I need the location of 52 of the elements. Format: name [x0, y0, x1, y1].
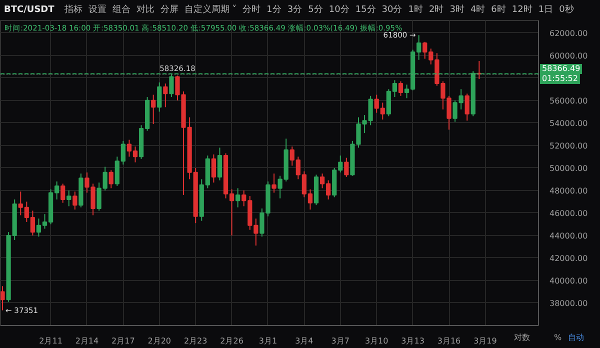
- y-tick-label: 60000.00: [550, 51, 588, 60]
- text: 1时: [408, 4, 423, 17]
- text: 设置: [88, 4, 106, 17]
- text: 2时: [428, 4, 444, 17]
- y-tick-label: 54000.00: [550, 118, 588, 128]
- text: 01:55:52: [540, 74, 580, 84]
- y-tick-label: 38000.00: [550, 298, 588, 308]
- y-tick-label: 50000.00: [550, 164, 588, 173]
- text: 4时: [470, 4, 486, 17]
- text: 自动: [567, 333, 585, 343]
- x-tick-label: 2月26: [220, 336, 244, 346]
- x-tick-label: 2月17: [112, 336, 135, 346]
- x-tick-label: 3月16: [437, 336, 461, 346]
- text: 15分: [355, 4, 376, 17]
- text: 分时: [242, 4, 261, 17]
- text: 30分: [382, 4, 402, 17]
- text: 6时: [491, 4, 506, 17]
- x-tick-label: 2月23: [184, 336, 208, 346]
- text: 1日: [538, 4, 554, 17]
- text: 对数: [513, 333, 531, 343]
- chart-title: BTC/USDT: [4, 4, 54, 17]
- x-tick-label: 3月19: [474, 336, 497, 346]
- text: 12时: [512, 4, 532, 17]
- text: 指标: [64, 4, 82, 17]
- x-tick-label: 3月10: [364, 336, 388, 346]
- x-tick-label: 2月20: [148, 336, 172, 346]
- x-tick-label: 2月11: [39, 336, 62, 346]
- y-tick-label: 56000.00: [550, 96, 588, 106]
- y-tick-label: 48000.00: [550, 186, 588, 196]
- text: %: [553, 333, 563, 343]
- x-tick-label: 3月4: [295, 336, 314, 346]
- y-tick-label: 44000.00: [550, 231, 588, 240]
- x-tick-label: 2月14: [75, 336, 99, 346]
- text: 分屏: [160, 4, 178, 17]
- text: 自定义周期 ˅: [184, 4, 237, 17]
- text: 10分: [328, 4, 350, 17]
- y-tick-label: 62000.00: [550, 28, 588, 38]
- y-tick-label: 42000.00: [550, 254, 588, 263]
- text: 3时: [450, 4, 464, 17]
- y-tick-label: 52000.00: [550, 141, 588, 150]
- x-tick-label: 3月13: [401, 336, 424, 346]
- text: 5分: [308, 4, 323, 17]
- x-tick-label: 3月1: [258, 336, 278, 346]
- text: 组合: [112, 4, 130, 17]
- text: 1分: [266, 4, 282, 17]
- text: 3分: [287, 4, 302, 17]
- text: 0秒: [559, 4, 574, 17]
- ref-line-label: 58366.49: [540, 64, 582, 74]
- text: 对比: [136, 4, 154, 17]
- y-tick-label: 46000.00: [550, 208, 588, 218]
- x-tick-label: 3月7: [331, 336, 350, 346]
- y-tick-label: 40000.00: [550, 276, 588, 286]
